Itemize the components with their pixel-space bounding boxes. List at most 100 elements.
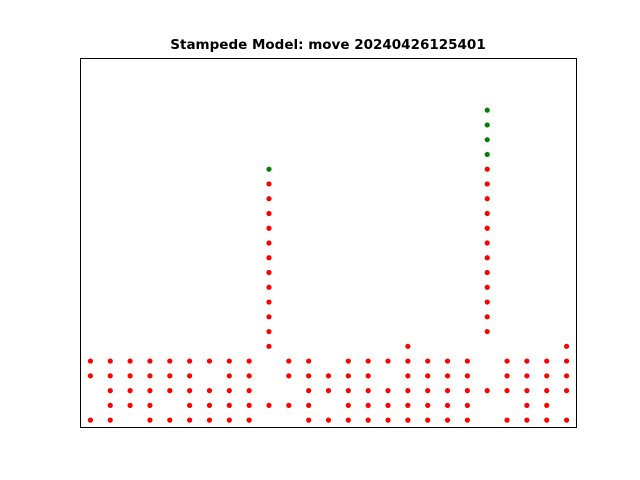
data-point: [187, 417, 193, 423]
data-point: [385, 417, 391, 423]
data-point: [405, 358, 411, 364]
data-point: [385, 358, 391, 364]
data-point: [206, 402, 213, 408]
data-point: [405, 402, 411, 408]
data-point: [484, 137, 490, 143]
data-point: [306, 358, 312, 364]
data-point: [226, 417, 232, 423]
data-point: [464, 358, 470, 364]
data-point: [405, 343, 411, 349]
data-point: [504, 388, 510, 394]
data-point: [266, 225, 272, 231]
data-point: [167, 417, 173, 423]
data-point: [484, 240, 490, 246]
data-point: [464, 373, 470, 379]
data-point: [107, 358, 113, 364]
data-point: [147, 388, 153, 394]
data-point: [107, 417, 113, 423]
data-point: [87, 373, 94, 379]
data-point: [345, 358, 351, 364]
data-point: [266, 328, 272, 335]
data-point: [484, 151, 490, 158]
data-point: [345, 402, 351, 408]
data-point: [444, 388, 451, 394]
data-point: [266, 284, 272, 290]
data-point: [425, 373, 431, 379]
data-point: [266, 299, 272, 305]
data-point: [544, 358, 550, 364]
data-point: [266, 269, 272, 276]
data-point: [544, 388, 550, 394]
data-point: [504, 373, 510, 379]
data-point: [187, 402, 193, 408]
data-point: [563, 417, 570, 423]
data-point: [226, 402, 232, 408]
data-point: [266, 210, 272, 217]
data-point: [345, 373, 351, 379]
data-point: [563, 388, 570, 394]
data-point: [524, 417, 530, 423]
data-point: [187, 388, 193, 394]
data-point: [266, 255, 272, 261]
data-point: [266, 240, 272, 246]
data-point: [444, 402, 451, 408]
data-point: [246, 417, 252, 423]
data-point: [563, 358, 570, 364]
data-point: [484, 255, 490, 261]
data-point: [464, 388, 470, 394]
data-point: [484, 225, 490, 231]
data-point: [306, 373, 312, 379]
data-point: [484, 314, 490, 320]
data-point: [127, 402, 133, 408]
data-point: [306, 417, 312, 423]
data-point: [286, 373, 292, 379]
data-point: [365, 358, 371, 364]
data-point: [544, 373, 550, 379]
data-point: [87, 417, 94, 423]
data-point: [147, 373, 153, 379]
data-point: [246, 373, 252, 379]
data-point: [425, 358, 431, 364]
data-point: [286, 358, 292, 364]
data-point: [385, 402, 391, 408]
data-point: [246, 402, 252, 408]
data-point: [563, 373, 570, 379]
data-point: [306, 402, 312, 408]
data-point: [147, 417, 153, 423]
data-point: [266, 181, 272, 187]
data-point: [167, 388, 173, 394]
data-point: [206, 358, 213, 364]
data-point: [484, 328, 490, 335]
data-point: [405, 388, 411, 394]
data-point: [544, 417, 550, 423]
data-point: [147, 402, 153, 408]
data-point: [87, 358, 94, 364]
data-point: [266, 402, 272, 408]
data-point: [107, 388, 113, 394]
data-point: [266, 166, 272, 172]
data-point: [127, 388, 133, 394]
data-point: [325, 388, 332, 394]
data-point: [425, 388, 431, 394]
chart-title: Stampede Model: move 20240426125401: [170, 37, 485, 53]
data-point: [147, 358, 153, 364]
plot-area-frame: [80, 58, 577, 428]
data-point: [425, 402, 431, 408]
data-point: [504, 417, 510, 423]
data-point: [385, 388, 391, 394]
data-point: [484, 166, 490, 172]
data-point: [365, 402, 371, 408]
data-point: [365, 373, 371, 379]
data-point: [127, 358, 133, 364]
data-point: [524, 373, 530, 379]
data-point: [484, 122, 490, 128]
data-point: [524, 358, 530, 364]
data-point: [226, 388, 232, 394]
data-point: [444, 417, 451, 423]
data-point: [187, 373, 193, 379]
data-point: [464, 402, 470, 408]
data-point: [484, 388, 490, 394]
data-point: [107, 373, 113, 379]
